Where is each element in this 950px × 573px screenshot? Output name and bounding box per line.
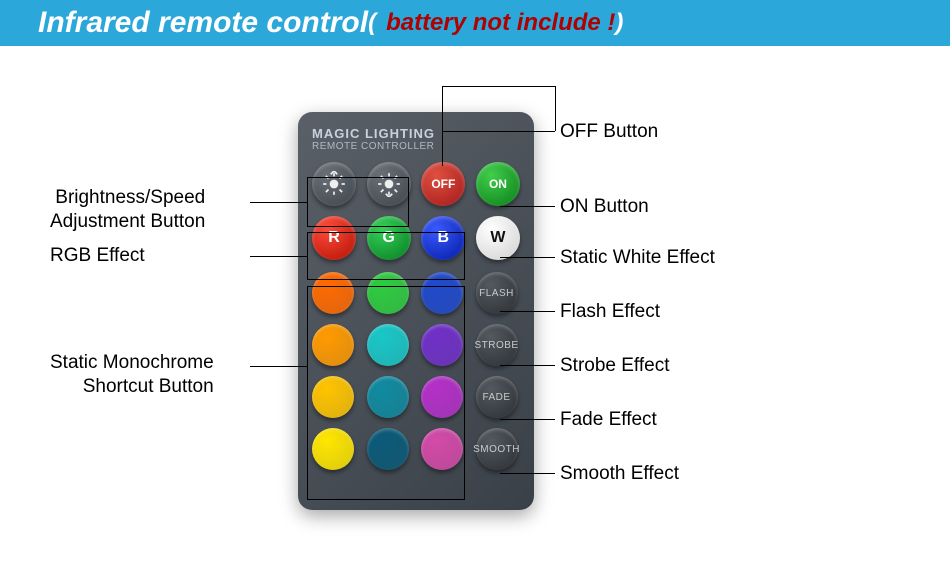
leader-line [250, 256, 307, 257]
label-rgb: RGB Effect [50, 244, 145, 268]
leader-line [250, 366, 307, 367]
header-paren-close: ) [615, 9, 623, 37]
label-mono: Static MonochromeShortcut Button [50, 351, 214, 399]
callout-box-rgb [307, 232, 465, 280]
label-on: ON Button [560, 195, 649, 219]
label-flash: Flash Effect [560, 300, 660, 324]
leader-line [250, 202, 307, 203]
effect-button-fade[interactable]: FADE [476, 376, 518, 418]
leader-line [500, 311, 555, 312]
leader-line [442, 86, 555, 87]
label-fade: Fade Effect [560, 408, 657, 432]
callout-box-brightness [307, 177, 409, 227]
leader-line [500, 257, 555, 258]
remote-brand: MAGIC LIGHTING [312, 126, 520, 141]
leader-line [555, 86, 556, 131]
label-strobe: Strobe Effect [560, 354, 670, 378]
effect-button-smooth[interactable]: SMOOTH [476, 428, 518, 470]
effect-button-strobe[interactable]: STROBE [476, 324, 518, 366]
on-button[interactable]: ON [476, 162, 520, 206]
leader-line [500, 365, 555, 366]
label-smooth: Smooth Effect [560, 462, 679, 486]
callout-box-mono [307, 286, 465, 500]
diagram-stage: MAGIC LIGHTING REMOTE CONTROLLER OFF ON … [0, 46, 950, 573]
header-warning: battery not include ! [386, 9, 615, 37]
remote-subtitle: REMOTE CONTROLLER [312, 141, 520, 152]
header-paren-open: ( [368, 9, 376, 37]
label-white: Static White Effect [560, 246, 715, 270]
label-off: OFF Button [560, 120, 658, 144]
off-button[interactable]: OFF [421, 162, 465, 206]
leader-line [500, 473, 555, 474]
leader-line [442, 131, 555, 132]
leader-line [500, 206, 555, 207]
effect-button-flash[interactable]: FLASH [476, 272, 518, 314]
header-title: Infrared remote control [38, 6, 368, 40]
label-brightness: Brightness/SpeedAdjustment Button [50, 186, 205, 234]
leader-line [442, 86, 443, 166]
leader-line [500, 419, 555, 420]
w-button[interactable]: W [476, 216, 520, 260]
header-bar: Infrared remote control ( battery not in… [0, 0, 950, 46]
